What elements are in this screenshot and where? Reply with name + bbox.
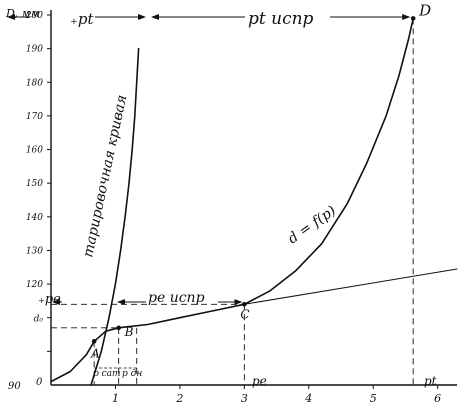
x-tick-label: 4 bbox=[304, 392, 312, 405]
pt-ispr-label: pt испр bbox=[248, 9, 314, 29]
point-c bbox=[242, 301, 247, 307]
x-tick-label: 5 bbox=[370, 392, 377, 405]
y-tick-label: 170 bbox=[26, 112, 43, 122]
pe-label: ₊pe bbox=[38, 292, 61, 307]
y-tick-label: d₀ bbox=[34, 315, 44, 325]
axes bbox=[50, 10, 457, 386]
y-tick-label: 140 bbox=[26, 213, 43, 223]
pdn-label: p дн bbox=[122, 369, 142, 379]
point-label-a: A bbox=[90, 346, 100, 360]
y-tick-label: 190 bbox=[26, 45, 43, 55]
tarirovochnaya-curve bbox=[90, 47, 140, 386]
points-group: A B C D bbox=[90, 1, 431, 360]
pe-ispr-label: pe испр bbox=[148, 290, 205, 306]
point-label-c: C bbox=[240, 307, 249, 321]
x-tick-label: 1 bbox=[112, 392, 119, 405]
x-pt-label: pt bbox=[424, 374, 437, 388]
y-axis-label: D, мм bbox=[5, 7, 40, 20]
tangent-line bbox=[243, 268, 458, 305]
point-d bbox=[410, 16, 416, 21]
origin-label: 0 bbox=[36, 377, 43, 388]
y-tick-label: 200 bbox=[25, 11, 43, 21]
ticks-group: d₀ 120 130 140 150 160 170 180 190 200 1 2 3 4 5 6 bbox=[25, 11, 441, 405]
d-eq-label: d = f(p) bbox=[285, 203, 339, 247]
point-label-b: B bbox=[124, 325, 134, 339]
psat-label: p сат bbox=[93, 369, 121, 379]
x-tick-label: 6 bbox=[434, 392, 441, 405]
pt-label: ₊pt bbox=[70, 10, 95, 28]
series-group bbox=[50, 17, 458, 386]
y-tick-label: 180 bbox=[26, 78, 43, 88]
guide-lines bbox=[7, 14, 414, 385]
point-a bbox=[91, 338, 97, 344]
x-tick-label: 2 bbox=[175, 392, 183, 405]
y-tick-label: 130 bbox=[26, 246, 43, 256]
y-tick-label: 150 bbox=[26, 179, 43, 189]
point-b bbox=[116, 325, 121, 331]
y-tick-label: 160 bbox=[26, 146, 43, 156]
point-label-d: D bbox=[418, 1, 431, 19]
y-bottom-label: 90 bbox=[8, 381, 21, 392]
x-tick-label: 3 bbox=[241, 392, 248, 405]
y-tick-label: 120 bbox=[26, 280, 43, 290]
x-pe-label: pe bbox=[252, 374, 267, 388]
